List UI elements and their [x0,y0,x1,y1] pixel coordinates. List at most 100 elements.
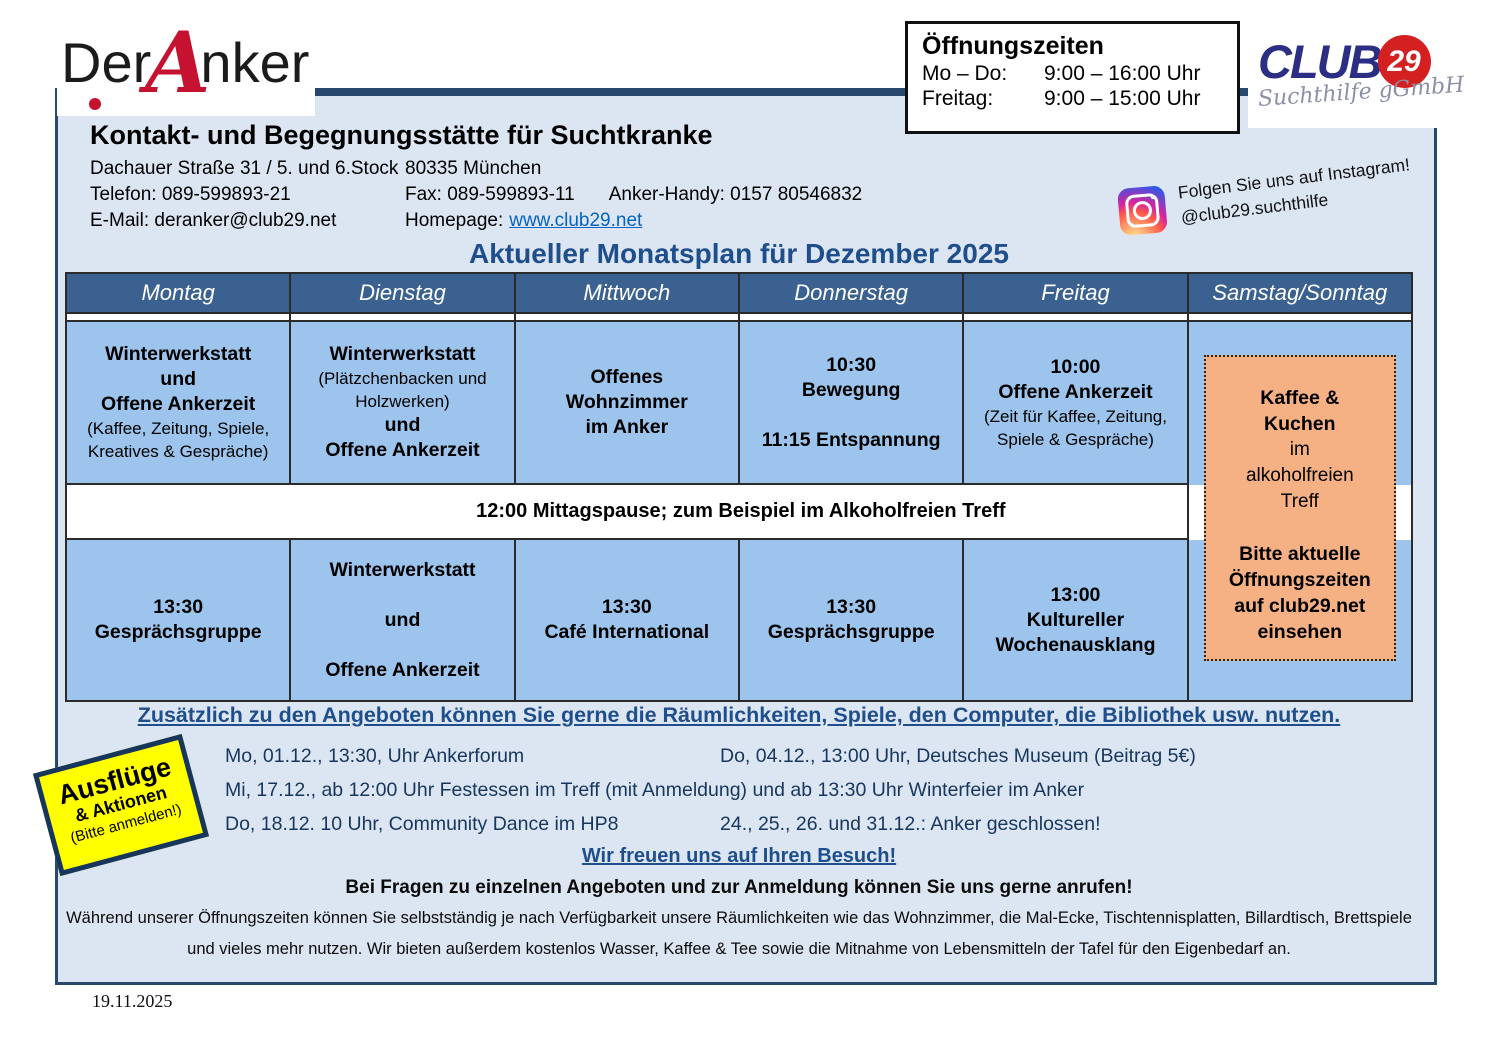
anker-logo-suffix: nker [200,31,310,94]
page-title: Kontakt- und Begegnungsstätte für Suchtk… [90,120,713,150]
weekend-text [1212,515,1388,541]
anker-logo-accent-letter: A [145,13,211,112]
opening-hours-row: Mo – Do: 9:00 – 16:00 Uhr [922,62,1223,86]
cell-text: (Plätzchenbacken und [318,369,487,388]
cell-wednesday-afternoon: 13:30 Café International [513,538,740,702]
event-item: Mi, 17.12., ab 12:00 Uhr Festessen im Tr… [225,779,1085,801]
cell-text: Offene Ankerzeit [101,393,256,415]
opening-hours-days: Freitag: [922,87,994,110]
opening-hours-time: 9:00 – 15:00 Uhr [1044,87,1201,110]
cell-thursday-morning: 10:30 Bewegung 11:15 Entspannung [737,320,965,485]
cell-text: Kreatives & Gespräche) [87,442,269,461]
contact-block: Kontakt- und Begegnungsstätte für Suchtk… [90,120,950,234]
day-header-montag: Montag [64,272,292,314]
event-item: Do, 18.12. 10 Uhr, Community Dance im HP… [225,813,619,835]
contact-homepage-label: Homepage: [405,210,504,231]
weekend-text: auf club29.net [1234,595,1366,617]
cell-text: 13:30 [601,596,652,618]
contact-street: Dachauer Straße 31 / 5. und 6.Stock [90,158,399,179]
cell-text: 13:00 [1050,583,1101,606]
cell-text: 11:15 Entspannung [761,428,941,451]
cell-text: Holzwerken) [355,392,450,411]
contact-email-row: E-Mail: deranker@club29.net Homepage: ww… [90,208,950,234]
cell-text: Offene Ankerzeit [998,380,1153,403]
contact-address-row: Dachauer Straße 31 / 5. und 6.Stock 8033… [90,156,950,182]
schedule-table: Montag Dienstag Mittwoch Donnerstag Frei… [64,272,1414,702]
event-row: Mi, 17.12., ab 12:00 Uhr Festessen im Tr… [225,779,1435,813]
day-header-freitag: Freitag [962,272,1189,314]
cell-text: 10:30 [826,353,877,376]
contact-mobile: Anker-Handy: 0157 80546832 [608,184,863,205]
cell-monday-morning: Winterwerkstatt und Offene Ankerzeit (Ka… [64,320,292,485]
cell-text: Offenes [590,366,664,388]
contact-fax: Fax: 089-599893-11 [405,184,575,205]
weekend-text: einsehen [1257,621,1343,643]
cell-text: 13:30 [153,596,204,618]
event-row: Mo, 01.12., 13:30, Uhr Ankerforum Do, 04… [225,745,1435,779]
extra-offers-note: Zusätzlich zu den Angeboten können Sie g… [137,703,1341,727]
welcome-line: Wir freuen uns auf Ihren Besuch! [581,845,897,867]
cell-monday-afternoon: 13:30 Gesprächsgruppe [64,538,292,702]
opening-hours-title: Öffnungszeiten [922,32,1104,60]
anker-logo: DerAnker [57,13,315,116]
contact-phone-row: Telefon: 089-599893-21 Fax: 089-599893-1… [90,182,950,208]
cell-text: Offene Ankerzeit [325,439,480,461]
weekend-text: Kuchen [1264,413,1336,435]
cell-tuesday-afternoon: Winterwerkstatt und Offene Ankerzeit [289,538,516,702]
questions-line: Bei Fragen zu einzelnen Angeboten und zu… [345,877,1133,898]
cell-text [294,583,510,608]
club29-logo-name: CLUB [1258,35,1383,88]
cell-text: Winterwerkstatt [329,343,476,365]
cell-text: Wochenausklang [995,633,1156,656]
day-header-row: Montag Dienstag Mittwoch Donnerstag Frei… [64,272,1414,314]
spacer-row [64,312,1414,322]
opening-hours-box: Öffnungszeiten Mo – Do: 9:00 – 16:00 Uhr… [905,21,1240,134]
day-header-mittwoch: Mittwoch [513,272,740,314]
event-item: Do, 04.12., 13:00 Uhr, Deutsches Museum … [720,745,1196,767]
cell-text: (Zeit für Kaffee, Zeitung, [983,406,1167,426]
morning-row: Winterwerkstatt und Offene Ankerzeit (Ka… [64,320,1414,702]
info-line: Während unserer Öffnungszeiten können Si… [66,909,1412,927]
info-paragraph: Während unserer Öffnungszeiten können Si… [65,903,1413,965]
cell-text: Café International [544,621,710,643]
contact-city: 80335 München [405,158,542,179]
weekend-text: alkoholfreien [1245,465,1354,486]
footer-date: 19.11.2025 [92,991,173,1011]
plan-title: Aktueller Monatsplan für Dezember 2025 [469,238,1009,269]
cell-text: und [384,414,421,436]
cell-text: Spiele & Gespräche) [997,429,1154,449]
cell-thursday-afternoon: 13:30 Gesprächsgruppe [737,538,965,702]
cell-friday-morning: 10:00 Offene Ankerzeit (Zeit für Kaffee,… [962,320,1189,485]
cell-text: 13:30 [826,596,877,618]
anker-logo-prefix: Der [61,31,152,94]
cell-text [743,403,959,428]
info-line: und vieles mehr nutzen. Wir bieten außer… [187,940,1291,958]
cell-text: und [384,608,421,631]
opening-hours-row: Freitag: 9:00 – 15:00 Uhr [922,87,1223,111]
lunch-row: 12:00 Mittagspause; zum Beispiel im Alko… [65,483,1412,540]
contact-email: E-Mail: deranker@club29.net [90,210,337,231]
cell-text: Gesprächsgruppe [94,621,262,643]
cell-text: im Anker [585,416,669,438]
cell-text: Bewegung [801,378,901,401]
cell-text [294,633,510,658]
weekend-info-box: Kaffee & Kuchen im alkoholfreien Treff B… [1203,355,1396,661]
lunch-cell: 12:00 Mittagspause; zum Beispiel im Alko… [65,483,1189,540]
afternoon-row: 13:30 Gesprächsgruppe Winterwerkstatt un… [64,538,1412,702]
events-list: Mo, 01.12., 13:30, Uhr Ankerforum Do, 04… [225,745,1435,847]
anker-logo-dot [89,98,101,110]
cell-text: Wohnzimmer [565,391,688,413]
homepage-link[interactable]: www.club29.net [509,210,643,231]
weekend-text: Bitte aktuelle [1239,543,1361,565]
day-header-donnerstag: Donnerstag [737,272,965,314]
cell-text: Kultureller [1026,608,1125,631]
cell-text: Gesprächsgruppe [767,621,935,643]
cell-text: Winterwerkstatt [105,343,252,365]
cell-text: 10:00 [1050,355,1101,378]
cell-wednesday-morning: Offenes Wohnzimmer im Anker [513,320,740,485]
club29-logo-number: 29 [1377,35,1431,88]
weekend-text: im [1289,439,1310,460]
weekend-text: Öffnungszeiten [1228,569,1371,591]
weekend-text: Treff [1280,491,1319,512]
